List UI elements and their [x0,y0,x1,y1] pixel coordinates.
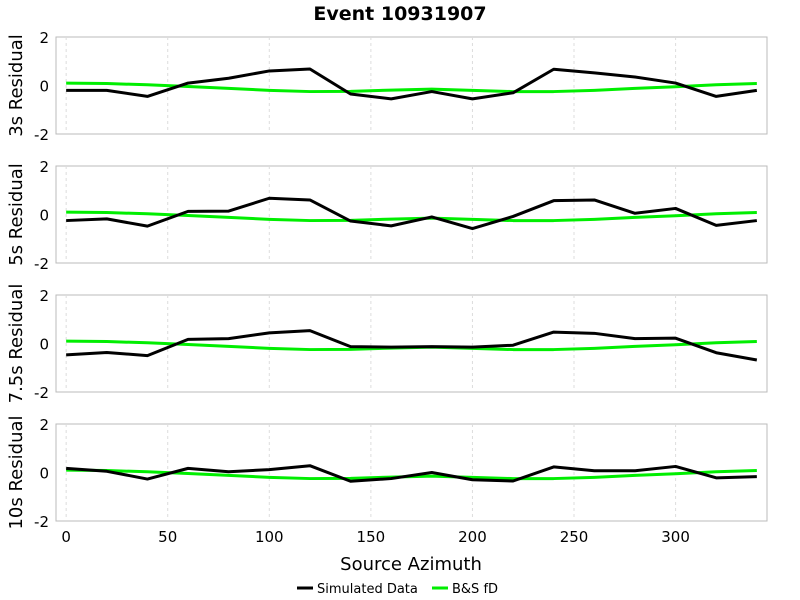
y-tick-label: -2 [34,255,49,273]
x-tick-label: 250 [560,528,589,546]
x-axis-label: Source Azimuth [340,554,482,575]
x-tick-label: 200 [458,528,487,546]
y-tick-label: 0 [39,465,49,483]
chart-panels: -2 0 2 3s Residual -2 0 2 5s Residual -2 0 2 7.5s R… [6,29,768,531]
series-simulated-data [66,329,758,362]
legend-label-simulated: Simulated Data [317,582,418,597]
x-tick-label: 50 [158,528,177,546]
y-tick-label: 2 [39,416,49,434]
y-tick-label: 2 [39,287,49,305]
y-tick-label: 0 [39,78,49,96]
x-tick-label: 300 [661,528,690,546]
panel-4: -2 0 2 10s Residual [6,415,768,531]
series-simulated-data [66,464,757,483]
y-tick-label: 2 [39,158,49,176]
y-axis-label: 3s Residual [6,34,27,137]
y-tick-label: -2 [34,513,49,531]
x-tick-label: 150 [357,528,386,546]
panel-2: -2 0 2 5s Residual [6,158,768,273]
series-simulated-data [66,67,758,101]
y-axis-label: 10s Residual [6,415,27,529]
y-axis-label: 7.5s Residual [6,284,27,404]
y-tick-label: 0 [39,336,49,354]
y-axis-label: 5s Residual [6,163,27,266]
panel-1: -2 0 2 3s Residual [6,29,768,144]
series-simulated-data [66,196,758,231]
y-tick-label: 2 [39,29,49,47]
x-tick-label: 100 [255,528,284,546]
y-tick-label: -2 [34,126,49,144]
y-tick-label: -2 [34,384,49,402]
panel-3: -2 0 2 7.5s Residual [6,284,768,404]
x-tick-label: 0 [61,528,71,546]
legend-label-bs: B&S fD [452,582,498,597]
x-axis: 0 50 100 150 200 250 300 [61,528,690,546]
legend: Simulated Data B&S fD [297,582,498,597]
chart-title: Event 10931907 [313,3,486,25]
y-tick-label: 0 [39,207,49,225]
